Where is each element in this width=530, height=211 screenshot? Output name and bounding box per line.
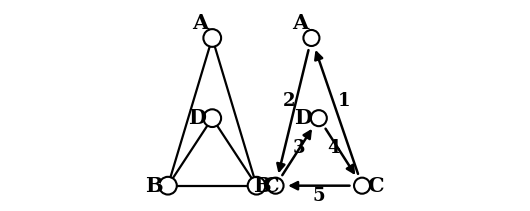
Circle shape bbox=[204, 29, 221, 47]
Circle shape bbox=[311, 110, 327, 126]
Circle shape bbox=[354, 178, 370, 194]
Text: D: D bbox=[189, 108, 207, 128]
Text: B: B bbox=[253, 176, 271, 196]
Circle shape bbox=[268, 178, 284, 194]
Text: 2: 2 bbox=[283, 92, 296, 110]
Text: D: D bbox=[294, 108, 312, 128]
Text: C: C bbox=[367, 176, 384, 196]
Text: A: A bbox=[192, 13, 209, 33]
Circle shape bbox=[248, 177, 266, 195]
Text: 4: 4 bbox=[328, 139, 340, 157]
Text: A: A bbox=[292, 13, 308, 33]
Circle shape bbox=[204, 109, 221, 127]
Circle shape bbox=[303, 30, 320, 46]
Text: 1: 1 bbox=[338, 92, 350, 110]
Text: B: B bbox=[145, 176, 163, 196]
Circle shape bbox=[159, 177, 177, 195]
Text: 5: 5 bbox=[313, 187, 325, 205]
Text: C: C bbox=[262, 176, 279, 196]
Text: 3: 3 bbox=[293, 139, 305, 157]
